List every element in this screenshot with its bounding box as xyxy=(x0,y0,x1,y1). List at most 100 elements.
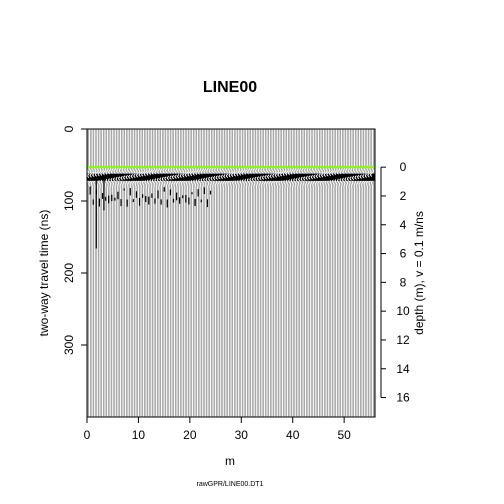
x-axis: 0 10 20 30 40 50 xyxy=(84,416,351,442)
trace-15 xyxy=(122,129,129,417)
trace-49 xyxy=(210,129,216,417)
scatter-mark-24 xyxy=(163,187,165,192)
depth-tick-label-14: 14 xyxy=(396,362,410,376)
depth-axis-label: depth (m), v = 0.1 m/ns xyxy=(412,211,426,335)
trace-85 xyxy=(303,129,308,417)
trace-50 xyxy=(212,129,218,417)
depth-tick-label-12: 12 xyxy=(396,333,410,347)
scatter-mark-31 xyxy=(185,195,187,203)
reflection-fill-11 xyxy=(114,173,118,181)
x-tick-label-50: 50 xyxy=(337,428,351,442)
trace-17 xyxy=(127,129,133,417)
scatter-mark-30 xyxy=(182,195,184,199)
reflection-fill-64 xyxy=(251,173,255,181)
trace-13 xyxy=(117,129,123,417)
y-tick-label-0: 0 xyxy=(62,125,76,132)
scatter-mark-25 xyxy=(166,199,168,208)
trace-1 xyxy=(87,129,92,417)
trace-18 xyxy=(130,129,136,417)
trace-88 xyxy=(310,129,316,417)
trace-71 xyxy=(266,129,272,417)
reflection-fill-99 xyxy=(341,173,345,181)
y-tick-label-300: 300 xyxy=(62,335,76,355)
trace-2 xyxy=(89,129,95,417)
reflection-fill-29 xyxy=(161,173,165,181)
depth-tick-label-16: 16 xyxy=(396,391,410,405)
reflection-fill-3 xyxy=(94,173,98,181)
chart-title: LINE00 xyxy=(203,79,257,96)
reflection-fill-108 xyxy=(364,173,367,181)
reflection-fill-83 xyxy=(299,173,304,181)
reflection-fill-21 xyxy=(140,173,144,181)
scatter-mark-23 xyxy=(160,199,162,205)
reflection-fill-42 xyxy=(194,173,198,181)
trace-105 xyxy=(354,129,360,417)
scatter-mark-28 xyxy=(175,192,178,201)
trace-69 xyxy=(261,129,267,417)
trace-70 xyxy=(264,129,270,417)
reflection-fill-20 xyxy=(137,173,142,181)
x-axis-label: m xyxy=(225,454,235,468)
trace-67 xyxy=(256,129,262,417)
reflection-fill-1 xyxy=(89,173,93,181)
trace-72 xyxy=(269,129,275,417)
trace-35 xyxy=(174,129,180,417)
reflection-fill-43 xyxy=(197,173,201,181)
reflection-fill-73 xyxy=(274,173,278,181)
scatter-mark-33 xyxy=(191,192,193,195)
reflection-fill-68 xyxy=(261,173,266,181)
scatter-mark-19 xyxy=(148,196,150,205)
trace-74 xyxy=(274,129,280,417)
trace-107 xyxy=(359,129,365,417)
trace-38 xyxy=(182,129,188,417)
trace-20 xyxy=(135,129,141,417)
reflection-fill-25 xyxy=(150,173,154,181)
scatter-mark-11 xyxy=(123,188,125,191)
source-file-label: rawGPR/LINE00.DT1 xyxy=(197,481,264,488)
scatter-mark-39 xyxy=(209,190,212,195)
trace-90 xyxy=(315,129,321,417)
scatter-mark-16 xyxy=(138,198,141,206)
trace-87 xyxy=(308,129,314,417)
scatter-mark-5 xyxy=(105,196,107,201)
reflection-fill-57 xyxy=(233,173,237,181)
scatter-mark-38 xyxy=(206,199,209,208)
x-tick-label-10: 10 xyxy=(132,428,146,442)
trace-56 xyxy=(228,129,234,417)
scatter-mark-14 xyxy=(132,199,134,203)
reflection-fill-63 xyxy=(248,173,252,181)
scatter-mark-35 xyxy=(197,189,199,197)
trace-92 xyxy=(320,129,327,417)
scatter-mark-18 xyxy=(145,196,147,202)
scatter-mark-37 xyxy=(203,187,205,195)
reflection-fill-37 xyxy=(181,173,186,181)
reflection-fill-94 xyxy=(328,173,331,181)
trace-104 xyxy=(351,129,357,417)
depth-tick-label-10: 10 xyxy=(396,304,410,318)
trace-32 xyxy=(166,129,172,417)
y-axis: 0 100 200 300 xyxy=(62,125,88,355)
reflection-fill-61 xyxy=(243,173,248,181)
reflection-fill-101 xyxy=(346,173,349,181)
reflection-fill-51 xyxy=(217,173,222,181)
trace-16 xyxy=(125,129,131,417)
reflection-fill-60 xyxy=(240,173,244,181)
scatter-mark-3 xyxy=(98,198,101,207)
scatter-mark-10 xyxy=(120,199,122,207)
reflection-fill-19 xyxy=(135,173,140,181)
scatter-mark-12 xyxy=(126,199,128,207)
depth-tick-label-4: 4 xyxy=(400,218,407,232)
reflection-fill-5 xyxy=(99,173,104,181)
reflection-fill-40 xyxy=(189,173,194,181)
reflection-fill-79 xyxy=(289,173,294,181)
reflection-fill-22 xyxy=(143,173,147,181)
reflection-fill-91 xyxy=(320,173,324,181)
plot-area xyxy=(84,129,376,417)
trace-89 xyxy=(313,129,318,417)
reflection-fill-26 xyxy=(153,173,158,181)
scatter-mark-32 xyxy=(188,197,190,205)
reflection-fill-77 xyxy=(284,173,288,181)
trace-103 xyxy=(349,129,355,417)
reflection-fill-56 xyxy=(230,173,234,181)
